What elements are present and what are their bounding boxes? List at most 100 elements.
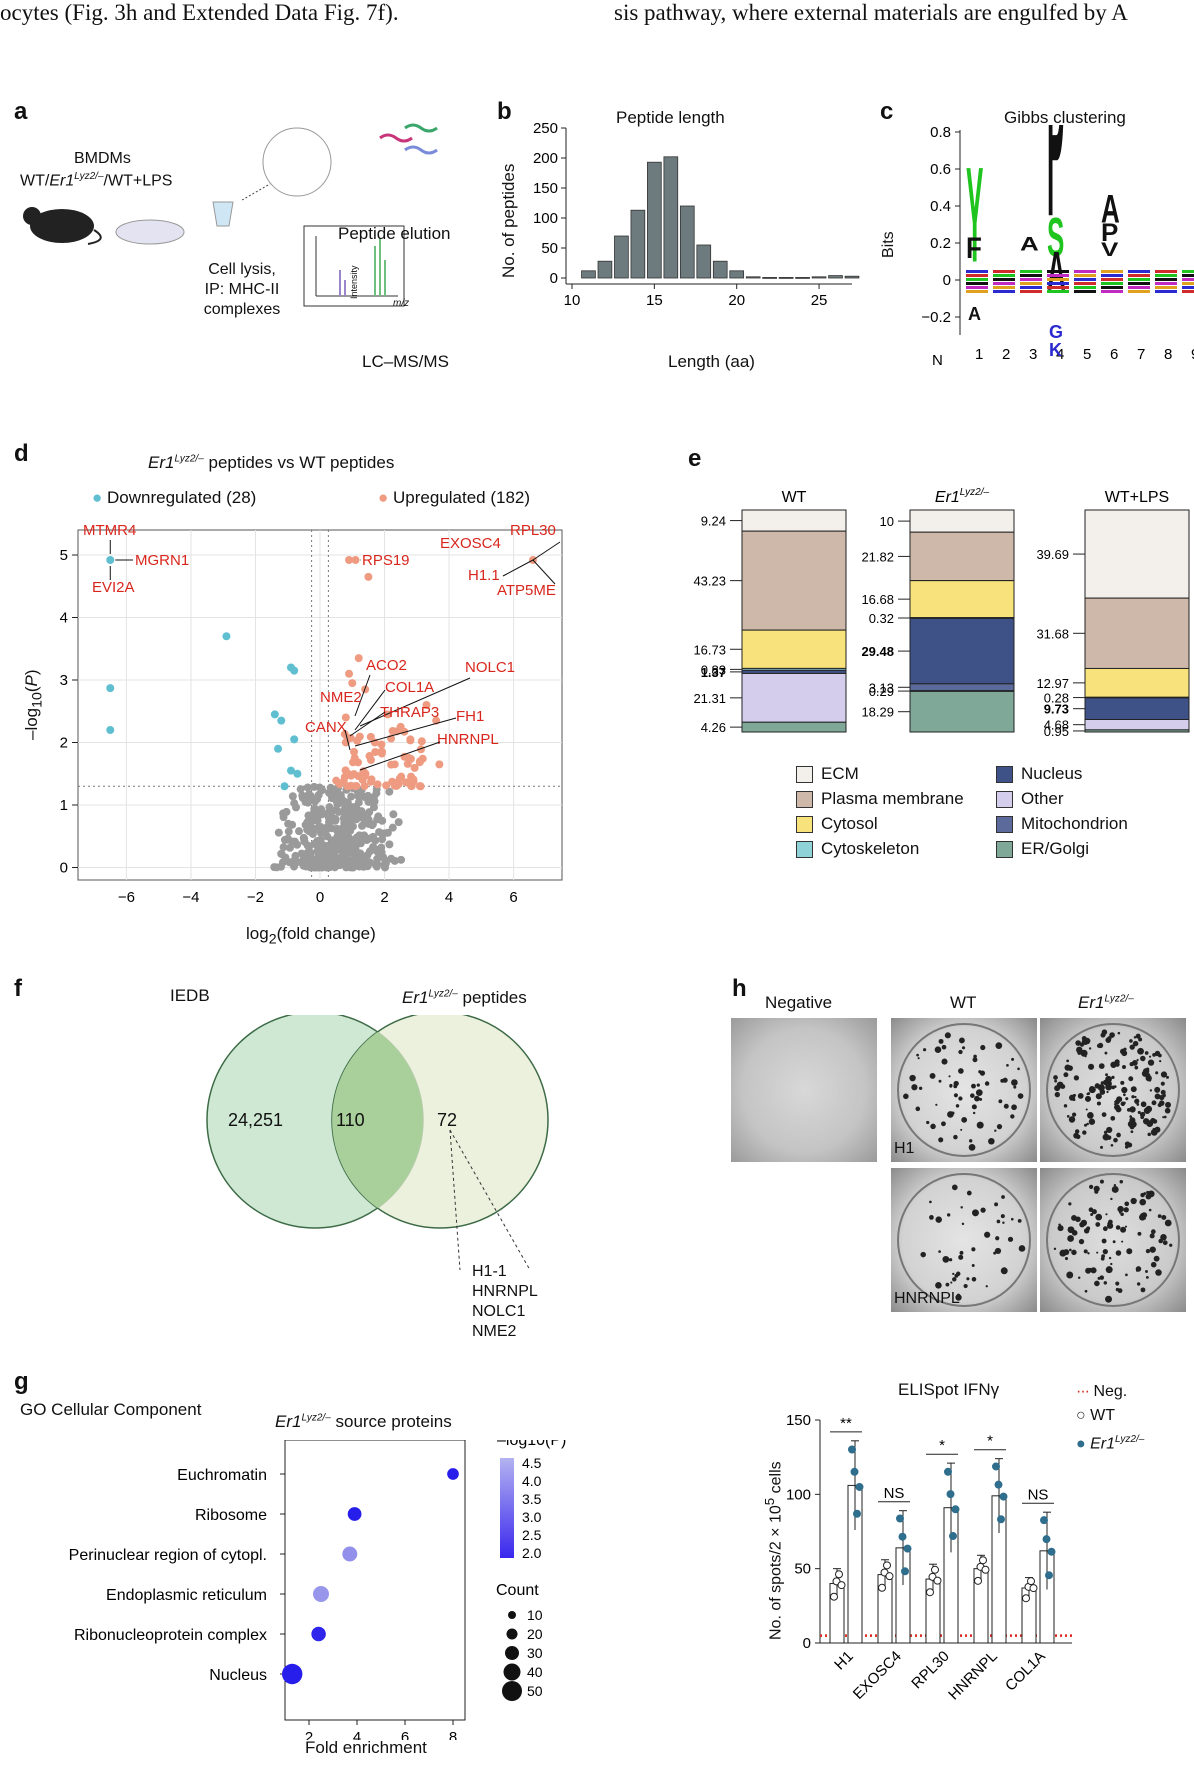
plate-spot: [1153, 1255, 1160, 1262]
e-segment-label: 31.68: [1036, 626, 1069, 641]
g-title: GO Cellular Component: [20, 1400, 202, 1419]
plate-spot: [1162, 1116, 1165, 1119]
e-segment: [741, 509, 847, 532]
d-point-up: [397, 772, 406, 781]
b-ytick-label: 50: [541, 240, 558, 257]
c-logo-noise: [1074, 270, 1096, 273]
plate-spot: [1134, 1098, 1140, 1104]
elispot-point: [903, 1544, 912, 1553]
e-legend-swatch: [996, 815, 1013, 833]
d-point-ns: [290, 837, 299, 846]
g-color-tick: 3.0: [522, 1509, 542, 1525]
plate-spot: [1131, 1095, 1135, 1099]
d-point-ns: [394, 818, 403, 827]
plate-spot: [1130, 1086, 1137, 1093]
plate-spot: [1077, 1092, 1084, 1099]
c-logo-chart: 0.80.60.40.20−0.2N123456789YFPSAAPVASAGK: [921, 125, 1194, 369]
c-logo-noise: [993, 278, 1015, 281]
d-gene-label: MGRN1: [135, 552, 189, 569]
plate-spot: [1117, 1031, 1121, 1035]
plate-spot: [1095, 1213, 1103, 1221]
plate-spot: [1129, 1039, 1133, 1043]
g-color-title: –log10(P): [497, 1440, 566, 1449]
d-point-down: [286, 766, 295, 775]
plate-spot: [1146, 1190, 1150, 1195]
elispot-point: [1029, 1584, 1038, 1593]
plate-spot: [1073, 1075, 1080, 1081]
e-segment-label: 0.95: [1044, 724, 1069, 739]
plate-spot: [1090, 1267, 1097, 1274]
d-label-line: [532, 541, 561, 561]
c-logo-noise: [1020, 282, 1042, 285]
plate-spot: [1011, 1104, 1017, 1111]
elispot-point: [855, 1482, 864, 1491]
plate-spot: [1102, 1248, 1108, 1255]
d-point-down: [290, 735, 299, 744]
d-point-ns: [343, 798, 352, 807]
d-point-ns: [369, 832, 378, 841]
plate-spot: [975, 1089, 983, 1097]
plate-spot: [941, 1121, 946, 1127]
c-ytick-label: 0: [943, 272, 951, 289]
d-point-ns: [341, 809, 350, 818]
d-point-ns: [331, 805, 340, 814]
plate-spot: [1096, 1101, 1101, 1106]
panel-e-label: e: [688, 445, 702, 472]
g-frame: [284, 1440, 466, 1721]
top-text-left: ocytes (Fig. 3h and Extended Data Fig. 7…: [0, 0, 399, 25]
plate-spot: [1068, 1116, 1076, 1123]
d-point-up: [410, 763, 419, 772]
plate-spot: [1152, 1119, 1158, 1124]
plate-spot: [1081, 1035, 1087, 1041]
elispot-point: [931, 1565, 939, 1574]
c-logo-letter-neg: K: [1049, 340, 1062, 360]
plate-spot: [1067, 1067, 1070, 1071]
plate-spot: [995, 1042, 1003, 1049]
d-point-ns: [373, 847, 382, 856]
plate-spot: [1095, 1222, 1101, 1227]
plate-spot: [1144, 1051, 1149, 1055]
elispot-point: [885, 1572, 894, 1581]
c-logo-noise: [1047, 290, 1069, 293]
e-segment: [741, 672, 847, 723]
plate-spot: [959, 1250, 964, 1255]
plate-spot: [1129, 1115, 1133, 1118]
plate-spot: [1078, 1238, 1085, 1245]
g-color-tick: 4.5: [522, 1455, 542, 1471]
elispot-xtick-label: H1: [831, 1648, 857, 1674]
plate-spot: [1140, 1287, 1146, 1293]
plate-spot: [1166, 1075, 1169, 1079]
plate-spot: [1089, 1184, 1094, 1189]
plate-spot: [1145, 1067, 1150, 1071]
plate-spot: [1071, 1112, 1077, 1117]
d-point-ns: [374, 812, 383, 821]
plate-spot: [1088, 1063, 1095, 1070]
c-logo-noise: [993, 270, 1015, 273]
e-segment-label: 4.26: [701, 720, 726, 735]
plate-spot: [963, 1283, 968, 1289]
plate-spot: [1165, 1101, 1172, 1108]
g-xtick-label: 2: [305, 1729, 313, 1740]
plate-spot: [1138, 1037, 1143, 1042]
e-segment-label: 10: [880, 514, 894, 529]
b-bar: [762, 276, 777, 279]
elispot-sig-label: *: [987, 1433, 993, 1450]
plate-spot: [949, 1083, 953, 1088]
c-logo-noise: [993, 286, 1015, 289]
d-point-ns: [356, 837, 365, 846]
d-point-ns: [365, 847, 374, 856]
plate-spot: [909, 1074, 916, 1082]
plate-spot: [917, 1057, 920, 1060]
d-point-up: [396, 722, 405, 731]
plate-spot: [1088, 1047, 1092, 1050]
g-size-dot: [506, 1628, 518, 1640]
plate-spot: [1143, 1192, 1147, 1196]
plate-spot: [971, 1247, 976, 1252]
panel-b-label: b: [497, 98, 512, 125]
d-point-ns: [285, 843, 294, 852]
plate-spot: [1084, 1095, 1092, 1102]
plate-spot: [950, 1281, 953, 1284]
b-bar: [795, 276, 810, 279]
d-gene-label: THRAP3: [380, 704, 439, 721]
d-xtick-label: −4: [182, 889, 199, 906]
